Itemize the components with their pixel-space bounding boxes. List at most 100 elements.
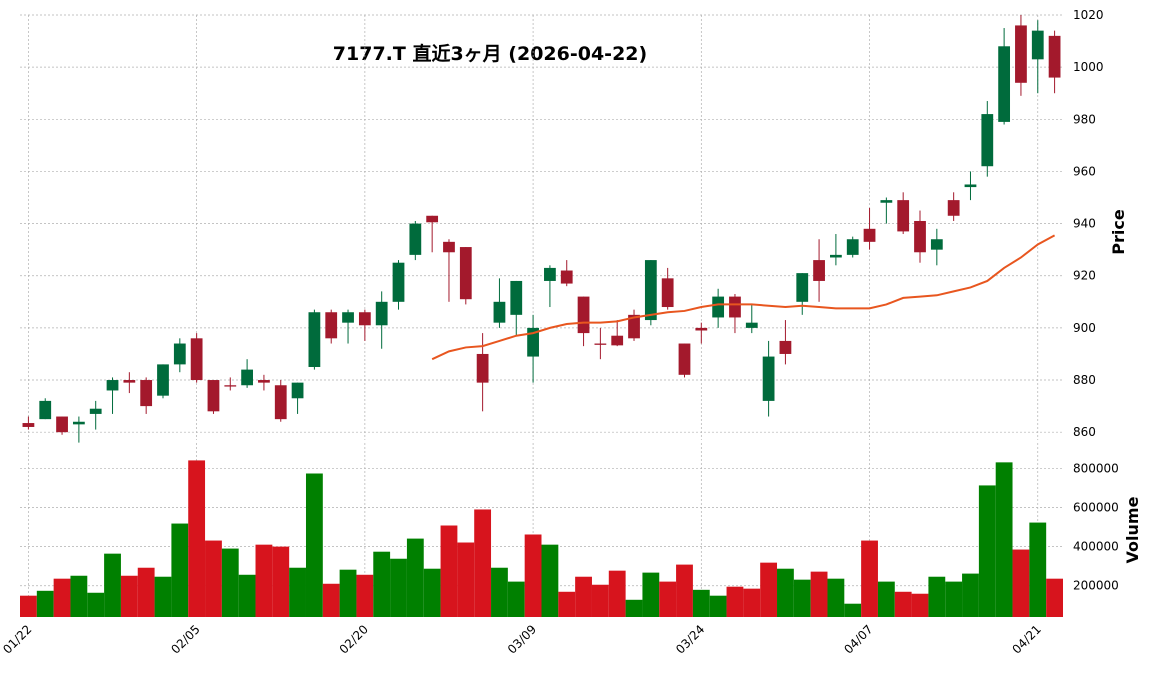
volume-tick-label: 600000 bbox=[1073, 501, 1119, 515]
volume-bar bbox=[406, 538, 424, 617]
candle-body bbox=[89, 408, 102, 414]
volume-bar bbox=[591, 584, 609, 617]
candle-body bbox=[308, 312, 321, 367]
x-tick-label: 01/22 bbox=[0, 622, 34, 656]
candle-body bbox=[762, 356, 775, 401]
y-tick-label: 880 bbox=[1073, 373, 1096, 387]
candle-body bbox=[1048, 35, 1061, 78]
candle-body bbox=[527, 327, 539, 357]
candle-body bbox=[745, 322, 758, 328]
volume-bar bbox=[692, 589, 710, 617]
candle-body bbox=[426, 215, 439, 223]
candle-body bbox=[22, 423, 35, 427]
volume-bar bbox=[894, 591, 912, 617]
volume-bar bbox=[154, 576, 172, 617]
candle-body bbox=[712, 296, 725, 318]
candle-body bbox=[325, 312, 338, 339]
candle-body bbox=[964, 184, 977, 188]
candle-body bbox=[140, 380, 153, 407]
y-tick-label: 1000 bbox=[1073, 60, 1104, 74]
volume-bar bbox=[827, 578, 845, 617]
volume-bar bbox=[844, 603, 862, 617]
candle-body bbox=[72, 421, 85, 425]
moving-average-line bbox=[431, 234, 1056, 361]
volume-axis-label: Volume bbox=[1123, 496, 1142, 563]
volume-bar bbox=[793, 579, 811, 617]
candle-body bbox=[106, 380, 119, 391]
volume-bar bbox=[877, 581, 895, 617]
candle-body bbox=[544, 267, 556, 281]
volume-bar bbox=[205, 540, 222, 617]
volume-bar bbox=[507, 581, 525, 617]
candle-body bbox=[846, 239, 859, 255]
volume-bar bbox=[575, 576, 592, 617]
volume-bar bbox=[659, 581, 677, 617]
volume-bar bbox=[137, 567, 155, 617]
volume-bar bbox=[221, 548, 239, 617]
volume-bar bbox=[339, 569, 357, 617]
candle-body bbox=[392, 262, 405, 302]
volume-bar bbox=[390, 558, 407, 617]
candle-body bbox=[947, 200, 960, 216]
candle-body bbox=[190, 338, 203, 381]
candle-body bbox=[914, 220, 926, 253]
candle-body bbox=[157, 364, 169, 396]
volume-bar bbox=[642, 572, 660, 617]
price-axis-label: Price bbox=[1109, 209, 1128, 255]
volume-bar bbox=[928, 576, 946, 617]
volume-bar bbox=[1012, 549, 1030, 617]
volume-bar bbox=[188, 460, 206, 617]
volume-bar bbox=[322, 583, 340, 617]
candle-body bbox=[207, 380, 220, 412]
volume-bar bbox=[440, 525, 458, 617]
volume-bar bbox=[911, 593, 929, 617]
volume-bar bbox=[743, 588, 761, 617]
x-tick-label: 03/09 bbox=[505, 622, 539, 656]
volume-bar bbox=[676, 564, 693, 617]
candle-body bbox=[998, 46, 1011, 122]
candle-body bbox=[241, 369, 253, 386]
candle-body bbox=[678, 343, 691, 375]
candle-body bbox=[1031, 30, 1044, 60]
volume-tick-label: 800000 bbox=[1073, 461, 1119, 475]
volume-bar bbox=[726, 586, 744, 617]
candle-body bbox=[930, 239, 943, 250]
x-tick-label: 04/07 bbox=[841, 622, 875, 656]
candle-body bbox=[493, 301, 506, 323]
volume-bar bbox=[625, 599, 643, 617]
volume-bar bbox=[608, 570, 626, 617]
candle-body bbox=[476, 353, 489, 383]
volume-bar bbox=[978, 485, 996, 617]
y-tick-label: 1020 bbox=[1073, 8, 1104, 22]
volume-bar bbox=[474, 509, 492, 617]
volume-bar bbox=[373, 551, 391, 617]
y-tick-label: 900 bbox=[1073, 321, 1096, 335]
volume-bar bbox=[171, 523, 189, 617]
volume-bar bbox=[36, 590, 54, 617]
volume-bar bbox=[760, 562, 778, 617]
candle-body bbox=[880, 200, 893, 203]
candle-body bbox=[729, 296, 741, 318]
candle-body bbox=[577, 296, 590, 334]
y-tick-label: 920 bbox=[1073, 269, 1096, 283]
candle-body bbox=[594, 343, 607, 345]
volume-bar bbox=[104, 553, 121, 617]
candle-body bbox=[510, 280, 523, 315]
volume-bar bbox=[861, 540, 878, 617]
candle-body bbox=[375, 301, 388, 326]
volume-bar bbox=[53, 578, 71, 617]
volume-bar bbox=[20, 595, 37, 617]
candle-body bbox=[39, 400, 52, 420]
candle-body bbox=[1015, 25, 1027, 83]
volume-bar bbox=[255, 544, 273, 617]
volume-bar bbox=[1029, 522, 1047, 617]
volume-bar bbox=[541, 544, 559, 617]
candle-body bbox=[224, 385, 237, 387]
candle-body bbox=[123, 380, 136, 383]
candle-body bbox=[897, 200, 910, 232]
candle-body bbox=[56, 416, 68, 433]
candle-body bbox=[173, 343, 186, 365]
candle-body bbox=[796, 273, 809, 302]
volume-bar bbox=[457, 542, 475, 617]
volume-tick-label: 400000 bbox=[1073, 540, 1119, 554]
